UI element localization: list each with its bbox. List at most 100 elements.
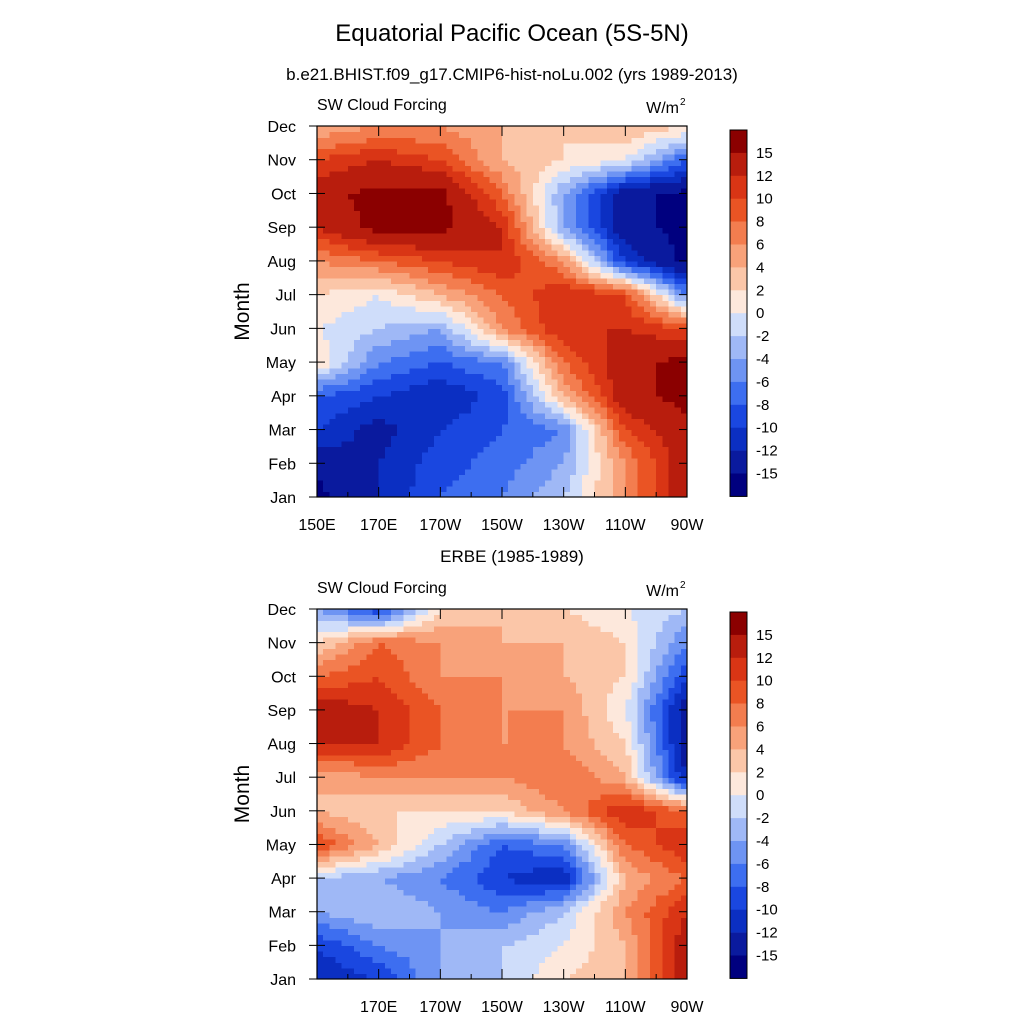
- heatmap-cell: [545, 204, 552, 211]
- heatmap-cell: [421, 170, 429, 178]
- heatmap-cell: [409, 474, 417, 481]
- heatmap-cell: [526, 350, 534, 358]
- heatmap-cell: [680, 137, 688, 144]
- heatmap-cell: [354, 249, 361, 256]
- heatmap-cell: [502, 367, 509, 374]
- heatmap-cell: [582, 435, 589, 442]
- heatmap-cell: [440, 917, 448, 924]
- heatmap-cell: [502, 165, 509, 172]
- heatmap-cell: [335, 356, 343, 363]
- heatmap-cell: [625, 962, 633, 969]
- heatmap-cell: [588, 142, 596, 150]
- heatmap-cell: [397, 945, 404, 952]
- heatmap-cell: [526, 474, 534, 481]
- heatmap-cell: [643, 244, 651, 251]
- heatmap-cell: [539, 928, 546, 935]
- heatmap-cell: [631, 446, 639, 453]
- heatmap-cell: [650, 440, 657, 448]
- heatmap-cell: [625, 429, 633, 436]
- heatmap-cell: [557, 378, 565, 386]
- heatmap-cell: [446, 911, 454, 918]
- heatmap-cell: [477, 390, 485, 397]
- heatmap-cell: [502, 176, 509, 183]
- heatmap-cell: [489, 480, 497, 487]
- heatmap-cell: [532, 429, 540, 436]
- heatmap-cell: [489, 317, 497, 324]
- heatmap-cell: [335, 911, 343, 918]
- heatmap-cell: [502, 457, 509, 464]
- heatmap-cell: [563, 367, 571, 374]
- heatmap-cell: [545, 429, 552, 436]
- heatmap-cell: [582, 446, 589, 453]
- heatmap-cell: [600, 131, 608, 138]
- heatmap-cell: [576, 227, 583, 234]
- heatmap-cell: [440, 457, 448, 464]
- heatmap-cell: [329, 266, 337, 273]
- heatmap-cell: [428, 367, 435, 374]
- heatmap-cell: [489, 928, 497, 935]
- heatmap-cell: [415, 922, 423, 930]
- heatmap-cell: [465, 170, 472, 178]
- heatmap-cell: [323, 928, 330, 935]
- heatmap-cell: [650, 255, 657, 262]
- heatmap-cell: [625, 182, 633, 189]
- heatmap-cell: [619, 945, 626, 952]
- heatmap-cell: [650, 468, 657, 476]
- heatmap-cell: [354, 973, 361, 980]
- heatmap-cell: [557, 305, 565, 313]
- heatmap-cell: [329, 945, 337, 952]
- heatmap-cell: [403, 238, 411, 245]
- heatmap-cell: [557, 362, 565, 369]
- heatmap-cell: [606, 266, 614, 273]
- heatmap-cell: [495, 221, 503, 228]
- heatmap-cell: [458, 939, 466, 946]
- heatmap-cell: [329, 131, 337, 138]
- heatmap-cell: [341, 227, 349, 234]
- heatmap-cell: [563, 126, 571, 133]
- heatmap-cell: [360, 244, 367, 251]
- heatmap-cell: [674, 232, 682, 240]
- heatmap-cell: [588, 468, 596, 476]
- heatmap-cell: [458, 491, 466, 498]
- heatmap-cell: [483, 294, 491, 301]
- heatmap-cell: [674, 418, 682, 425]
- heatmap-cell: [557, 435, 565, 442]
- heatmap-cell: [323, 199, 330, 206]
- heatmap-cell: [539, 474, 546, 481]
- heatmap-cell: [656, 900, 663, 907]
- heatmap-cell: [520, 894, 528, 902]
- heatmap-cell: [378, 956, 386, 963]
- heatmap-cell: [483, 176, 491, 183]
- heatmap-cell: [354, 356, 361, 363]
- heatmap-cell: [403, 204, 411, 211]
- heatmap-cell: [637, 193, 645, 200]
- heatmap-cell: [323, 401, 330, 408]
- heatmap-cell: [403, 215, 411, 223]
- heatmap-cell: [606, 429, 614, 436]
- heatmap-cell: [656, 193, 663, 200]
- heatmap-cell: [465, 474, 472, 481]
- heatmap-cell: [582, 480, 589, 487]
- heatmap-cell: [563, 159, 571, 166]
- heatmap-cell: [643, 131, 651, 138]
- heatmap-cell: [631, 210, 639, 217]
- heatmap-cell: [366, 204, 374, 211]
- heatmap-cell: [532, 967, 540, 974]
- heatmap-cell: [452, 333, 460, 341]
- heatmap-cell: [569, 311, 577, 318]
- heatmap-cell: [409, 339, 417, 346]
- heatmap-cell: [625, 294, 633, 301]
- heatmap-cell: [563, 137, 571, 144]
- heatmap-cell: [532, 126, 540, 133]
- heatmap-cell: [341, 934, 349, 941]
- heatmap-cell: [446, 452, 454, 459]
- heatmap-cell: [650, 232, 657, 240]
- heatmap-cell: [452, 238, 460, 245]
- heatmap-cell: [582, 154, 589, 161]
- heatmap-cell: [397, 894, 404, 902]
- heatmap-cell: [650, 210, 657, 217]
- heatmap-cell: [409, 378, 417, 386]
- heatmap-cell: [619, 418, 626, 425]
- heatmap-cell: [391, 906, 398, 913]
- heatmap-cell: [403, 362, 411, 369]
